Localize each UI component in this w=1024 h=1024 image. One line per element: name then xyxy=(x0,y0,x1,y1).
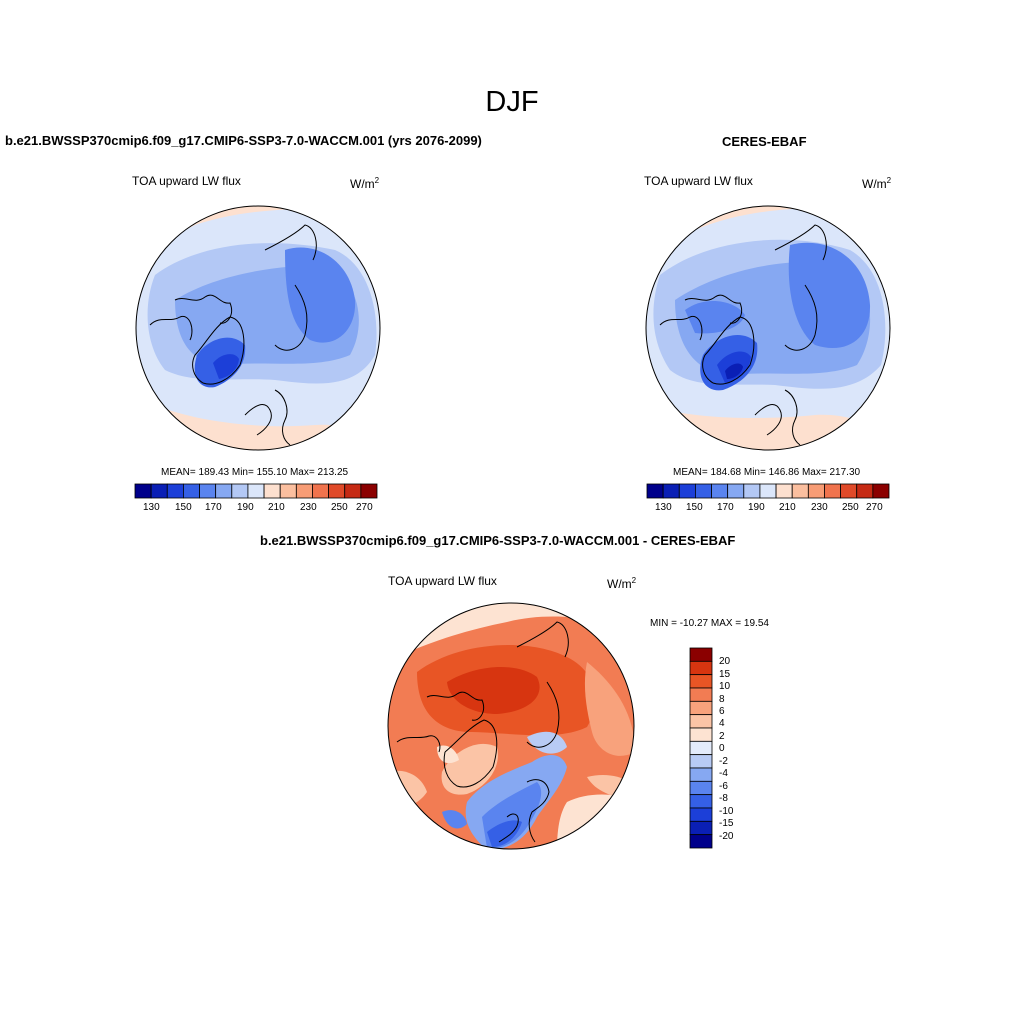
cb3-tick-label: 20 xyxy=(719,656,731,667)
colorbar-swatch xyxy=(360,483,378,499)
cb1-tick-label: 170 xyxy=(205,502,222,513)
colorbar-swatch xyxy=(775,483,793,499)
panel-model-stats: MEAN= 189.43 Min= 155.10 Max= 213.25 xyxy=(161,467,349,478)
colorbar-swatch xyxy=(689,687,713,702)
cb2-tick-label: 130 xyxy=(655,502,672,513)
cb2-tick-label: 230 xyxy=(811,502,828,513)
colorbar-swatch xyxy=(199,483,217,499)
cb1-tick-label: 270 xyxy=(356,502,373,513)
cb2-tick-label: 250 xyxy=(842,502,859,513)
colorbar-swatch xyxy=(689,754,713,769)
figure-title: DJF xyxy=(485,86,539,118)
colorbar-swatch xyxy=(689,834,713,849)
colorbar-swatch xyxy=(678,483,696,499)
colorbar-swatch xyxy=(689,820,713,836)
cb1-tick-label: 190 xyxy=(237,502,254,513)
colorbar-swatch xyxy=(824,483,841,499)
colorbar-swatch xyxy=(689,714,713,729)
colorbar-swatch xyxy=(150,483,168,499)
cb1-tick-label: 210 xyxy=(268,502,285,513)
panel-obs-colorbar xyxy=(646,483,890,499)
cb3-tick-label: -15 xyxy=(719,818,734,829)
cb3-tick-label: 4 xyxy=(719,718,725,729)
colorbar-swatch xyxy=(689,660,713,676)
cb2-tick-label: 170 xyxy=(717,502,734,513)
colorbar-swatch xyxy=(689,647,713,662)
colorbar-swatch xyxy=(344,483,362,499)
colorbar-swatch xyxy=(791,483,809,499)
colorbar-swatch xyxy=(727,483,745,499)
panel-diff-units: W/m2 xyxy=(607,576,637,591)
colorbar-swatch xyxy=(689,767,713,782)
panel-model-variable-label: TOA upward LW flux xyxy=(132,174,241,188)
colorbar-swatch xyxy=(215,483,233,499)
cb3-tick-label: 2 xyxy=(719,731,725,742)
cb3-tick-label: -20 xyxy=(719,831,734,842)
cb3-tick-label: -8 xyxy=(719,793,728,804)
cb3-tick-label: 0 xyxy=(719,743,725,754)
cb3-tick-label: 15 xyxy=(719,669,731,680)
panel-obs-polar-map xyxy=(645,205,891,451)
colorbar-swatch xyxy=(646,483,664,499)
panel-obs-stats: MEAN= 184.68 Min= 146.86 Max= 217.30 xyxy=(673,467,861,478)
colorbar-swatch xyxy=(840,483,858,499)
panel-model-polar-map xyxy=(135,205,381,451)
panel-model-units: W/m2 xyxy=(350,176,380,191)
colorbar-swatch xyxy=(689,794,713,809)
panel-model-colorbar xyxy=(134,483,378,499)
colorbar-swatch xyxy=(183,483,200,499)
panel-obs-variable-label: TOA upward LW flux xyxy=(644,174,753,188)
colorbar-swatch xyxy=(743,483,761,499)
colorbar-swatch xyxy=(247,483,265,499)
colorbar-swatch xyxy=(689,740,713,756)
colorbar-swatch xyxy=(231,483,249,499)
colorbar-swatch xyxy=(166,483,184,499)
cb2-tick-label: 270 xyxy=(866,502,883,513)
colorbar-swatch xyxy=(759,483,777,499)
cb3-tick-label: -2 xyxy=(719,756,728,767)
colorbar-swatch xyxy=(263,483,281,499)
cb1-tick-label: 130 xyxy=(143,502,160,513)
panel-diff-minmax: MIN = -10.27 MAX = 19.54 xyxy=(650,618,769,629)
cb1-tick-label: 250 xyxy=(331,502,348,513)
cb1-tick-label: 150 xyxy=(175,502,192,513)
panel-diff-variable-label: TOA upward LW flux xyxy=(388,574,497,588)
colorbar-swatch xyxy=(279,483,297,499)
cb2-tick-label: 210 xyxy=(779,502,796,513)
cb3-tick-label: -6 xyxy=(719,781,728,792)
cb3-tick-label: 8 xyxy=(719,694,725,705)
colorbar-swatch xyxy=(689,674,713,689)
colorbar-swatch xyxy=(312,483,329,499)
panel-diff-colorbar xyxy=(689,647,713,849)
colorbar-swatch xyxy=(689,700,713,716)
panel-obs-title: CERES-EBAF xyxy=(722,134,807,149)
cb2-tick-label: 150 xyxy=(686,502,703,513)
colorbar-swatch xyxy=(807,483,825,499)
colorbar-swatch xyxy=(134,483,152,499)
panel-obs-units: W/m2 xyxy=(862,176,892,191)
cb1-tick-label: 230 xyxy=(300,502,317,513)
colorbar-swatch xyxy=(689,727,713,742)
colorbar-swatch xyxy=(695,483,712,499)
colorbar-swatch xyxy=(856,483,874,499)
cb3-tick-label: 6 xyxy=(719,706,725,717)
colorbar-swatch xyxy=(328,483,346,499)
panel-model-title: b.e21.BWSSP370cmip6.f09_g17.CMIP6-SSP3-7… xyxy=(5,133,482,148)
cb3-tick-label: -10 xyxy=(719,806,734,817)
colorbar-swatch xyxy=(689,780,713,796)
colorbar-swatch xyxy=(872,483,890,499)
panel-diff-title: b.e21.BWSSP370cmip6.f09_g17.CMIP6-SSP3-7… xyxy=(260,533,736,548)
colorbar-swatch xyxy=(711,483,729,499)
colorbar-swatch xyxy=(295,483,313,499)
colorbar-swatch xyxy=(689,807,713,822)
colorbar-swatch xyxy=(662,483,680,499)
panel-diff-polar-map xyxy=(387,602,635,850)
cb2-tick-label: 190 xyxy=(748,502,765,513)
cb3-tick-label: 10 xyxy=(719,681,731,692)
cb3-tick-label: -4 xyxy=(719,768,728,779)
